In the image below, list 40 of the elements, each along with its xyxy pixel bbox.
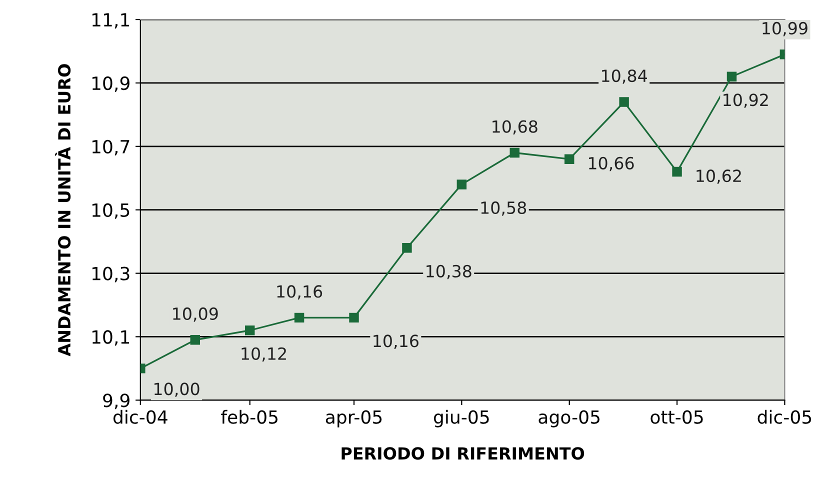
point <box>402 243 412 253</box>
data-label: 10,92 <box>724 94 768 108</box>
data-label: 10,09 <box>173 307 218 322</box>
x-tick-label: giu-05 <box>434 410 489 428</box>
x-axis-title: PERIODO DI RIFERIMENTO <box>342 447 584 460</box>
data-label: 10,16 <box>277 285 322 300</box>
y-tick-label: 11,1 <box>92 13 130 28</box>
data-label: 10,38 <box>426 264 472 280</box>
data-label: 10,58 <box>481 201 526 216</box>
y-tick-label: 9,9 <box>103 394 130 410</box>
point <box>456 180 467 190</box>
data-label: 10,68 <box>492 120 538 135</box>
point <box>349 312 359 323</box>
point <box>510 148 520 158</box>
x-tick-label: dic-05 <box>758 410 812 424</box>
x-tick-label: ago-05 <box>538 410 600 428</box>
point <box>564 154 574 164</box>
point <box>726 72 737 82</box>
point <box>294 312 304 323</box>
data-label: 10,62 <box>696 170 741 184</box>
point <box>619 97 629 107</box>
data-label: 10,99 <box>762 22 808 36</box>
x-tick-label: ott-05 <box>650 410 703 424</box>
x-tick-label: feb-05 <box>221 410 278 424</box>
y-tick-label: 10,1 <box>92 330 130 346</box>
x-tick-label: dic-04 <box>113 410 168 424</box>
data-label: 10,16 <box>374 334 418 349</box>
data-label: 10,00 <box>154 382 200 397</box>
data-label: 10,66 <box>588 156 634 172</box>
point <box>190 335 200 345</box>
y-axis-title: ANDAMENTO IN UNITÀ DI EURO <box>54 64 71 356</box>
y-tick-label: 10,5 <box>92 203 130 219</box>
data-label: 10,84 <box>602 69 647 84</box>
x-tick-label: apr-05 <box>326 410 382 428</box>
y-tick-label: 10,7 <box>92 140 130 156</box>
y-tick-label: 10,3 <box>92 266 130 282</box>
y-tick-label: 10,9 <box>92 76 130 92</box>
point <box>245 326 255 336</box>
data-label: 10,12 <box>242 347 286 362</box>
point <box>672 166 682 177</box>
